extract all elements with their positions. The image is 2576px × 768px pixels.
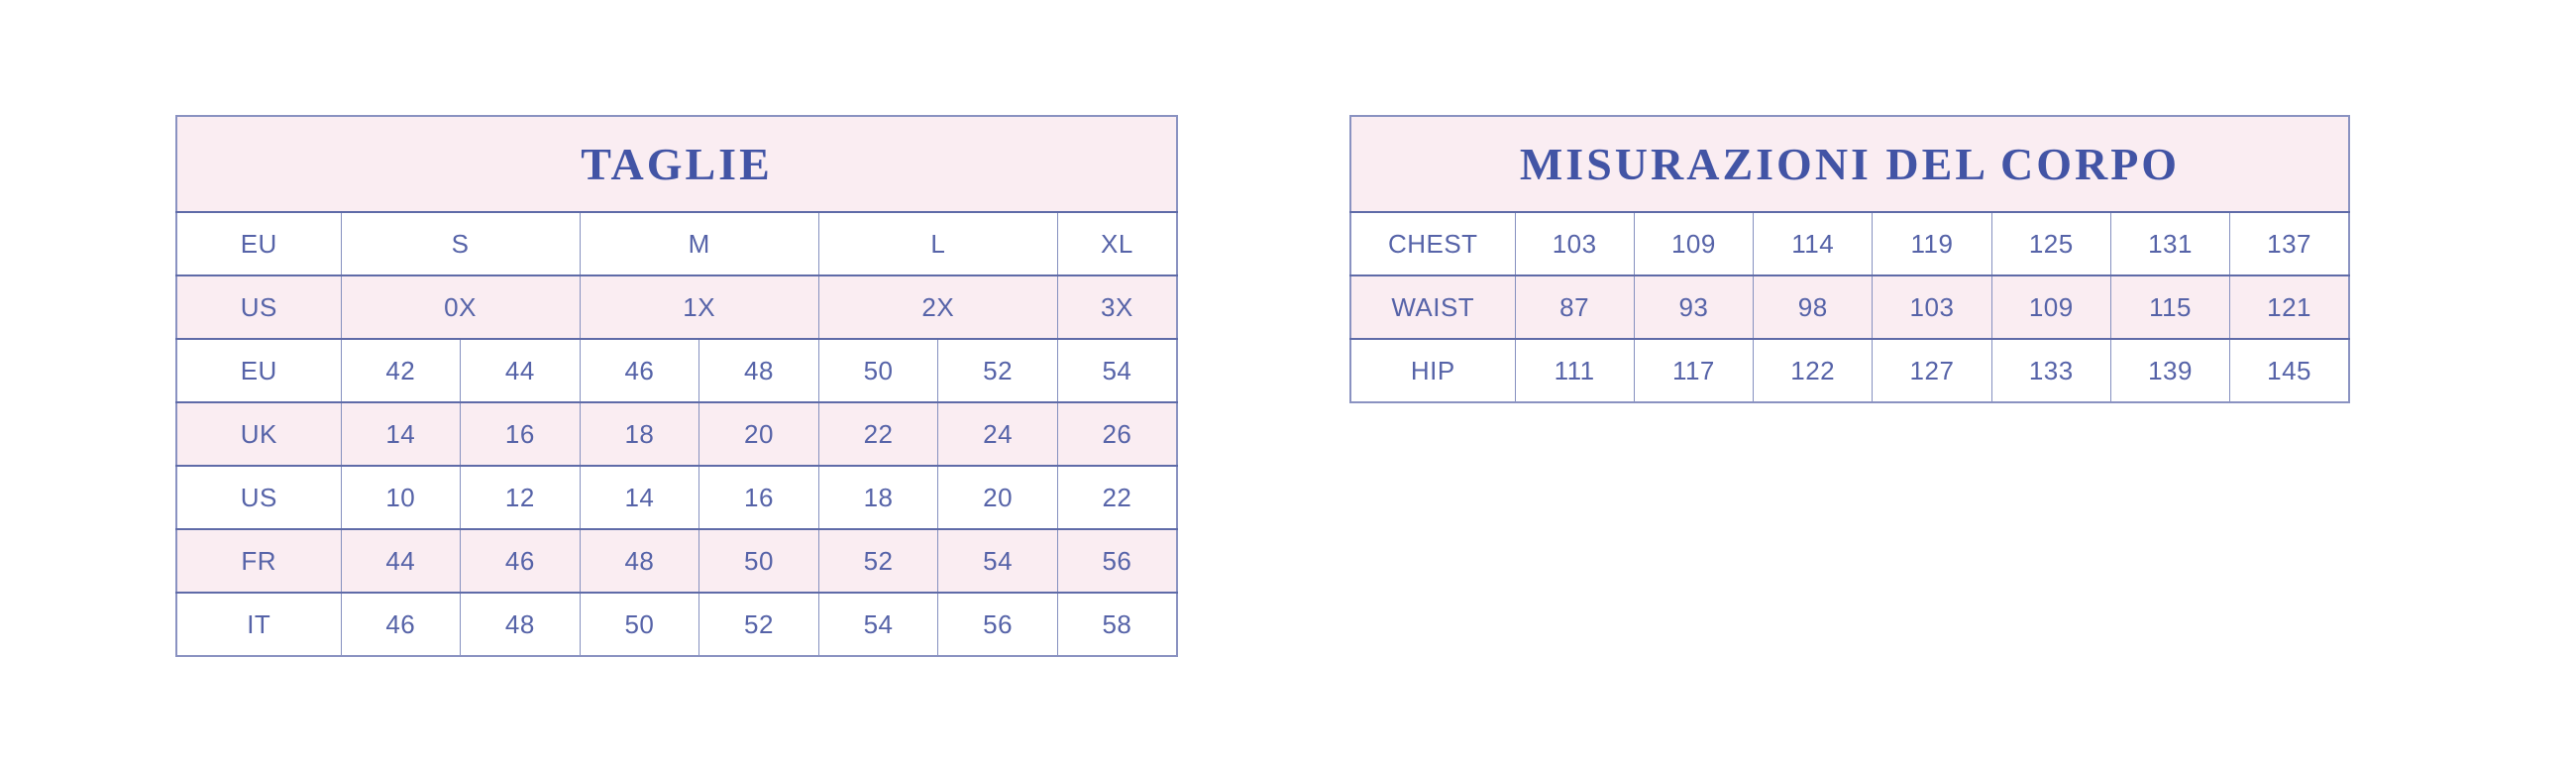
row-label: IT xyxy=(175,592,342,656)
value-cell: 24 xyxy=(937,401,1058,466)
table-row: CHEST 103 109 114 119 125 131 137 xyxy=(1349,212,2350,275)
value-cell: 103 xyxy=(1872,274,1992,339)
value-cell: 111 xyxy=(1514,338,1635,402)
value-cell: 22 xyxy=(1056,465,1178,529)
value-cell: 26 xyxy=(1056,401,1178,466)
value-cell: 18 xyxy=(579,401,700,466)
value-cell: 56 xyxy=(1056,528,1178,593)
row-label: CHEST xyxy=(1349,212,1516,275)
value-cell: 46 xyxy=(340,592,462,656)
value-cell: 14 xyxy=(340,401,462,466)
value-cell: 109 xyxy=(1990,274,2111,339)
value-cell: 87 xyxy=(1514,274,1635,339)
value-cell: 16 xyxy=(460,401,581,466)
value-cell: 115 xyxy=(2109,274,2231,339)
row-label: HIP xyxy=(1349,338,1516,402)
value-cell: 20 xyxy=(698,401,819,466)
value-cell: 117 xyxy=(1633,338,1755,402)
value-cell: 54 xyxy=(937,528,1058,593)
value-cell: 54 xyxy=(1056,338,1178,402)
value-cell: 119 xyxy=(1872,212,1992,275)
value-cell: 114 xyxy=(1753,212,1874,275)
measurements-table-title: MISURAZIONI DEL CORPO xyxy=(1350,116,2349,213)
row-label: US xyxy=(175,465,342,529)
size-conversion-table: TAGLIE EU S M L XL US 0X 1X 2X 3X EU 42 44 46 48 50 52 54… xyxy=(175,115,1178,657)
value-cell: 16 xyxy=(698,465,819,529)
value-cell: 109 xyxy=(1633,212,1755,275)
value-cell: 48 xyxy=(579,528,700,593)
table-row: US 0X 1X 2X 3X xyxy=(175,274,1178,339)
value-cell: 127 xyxy=(1872,338,1992,402)
sizes-table: TAGLIE EU S M L XL US 0X 1X 2X 3X EU 42 44 46 48 50 52 54… xyxy=(175,115,1178,657)
value-cell: 98 xyxy=(1753,274,1874,339)
value-cell: 145 xyxy=(2229,338,2350,402)
table-row: IT 46 48 50 52 54 56 58 xyxy=(175,592,1178,656)
value-cell: 44 xyxy=(340,528,462,593)
value-cell: 133 xyxy=(1990,338,2111,402)
value-cell: XL xyxy=(1056,212,1178,275)
table-row: FR 44 46 48 50 52 54 56 xyxy=(175,528,1178,593)
value-cell: 54 xyxy=(817,592,939,656)
value-cell: 50 xyxy=(817,338,939,402)
table-row: US 10 12 14 16 18 20 22 xyxy=(175,465,1178,529)
sizes-table-title: TAGLIE xyxy=(176,116,1177,213)
value-cell: 121 xyxy=(2229,274,2350,339)
value-cell: M xyxy=(579,212,819,275)
value-cell: 3X xyxy=(1056,274,1178,339)
table-row: EU S M L XL xyxy=(175,212,1178,275)
value-cell: 42 xyxy=(340,338,462,402)
row-label: WAIST xyxy=(1349,274,1516,339)
value-cell: 20 xyxy=(937,465,1058,529)
value-cell: 2X xyxy=(817,274,1058,339)
row-label: FR xyxy=(175,528,342,593)
value-cell: 14 xyxy=(579,465,700,529)
table-row: UK 14 16 18 20 22 24 26 xyxy=(175,401,1178,466)
value-cell: L xyxy=(817,212,1058,275)
value-cell: 12 xyxy=(460,465,581,529)
value-cell: 18 xyxy=(817,465,939,529)
measurements-table: MISURAZIONI DEL CORPO CHEST 103 109 114 119 1… xyxy=(1349,115,2350,403)
value-cell: 103 xyxy=(1514,212,1635,275)
row-label: EU xyxy=(175,338,342,402)
value-cell: 137 xyxy=(2229,212,2350,275)
value-cell: 1X xyxy=(579,274,819,339)
row-label: US xyxy=(175,274,342,339)
row-label: UK xyxy=(175,401,342,466)
value-cell: 52 xyxy=(698,592,819,656)
value-cell: 50 xyxy=(579,592,700,656)
value-cell: 52 xyxy=(937,338,1058,402)
value-cell: 56 xyxy=(937,592,1058,656)
value-cell: 50 xyxy=(698,528,819,593)
value-cell: 44 xyxy=(460,338,581,402)
value-cell: 58 xyxy=(1056,592,1178,656)
table-row: EU 42 44 46 48 50 52 54 xyxy=(175,338,1178,402)
value-cell: 46 xyxy=(579,338,700,402)
value-cell: 48 xyxy=(460,592,581,656)
value-cell: 139 xyxy=(2109,338,2231,402)
value-cell: 22 xyxy=(817,401,939,466)
body-measurements-table: MISURAZIONI DEL CORPO CHEST 103 109 114 119 1… xyxy=(1349,115,2350,403)
table-title-row: MISURAZIONI DEL CORPO xyxy=(1350,116,2349,213)
value-cell: 93 xyxy=(1633,274,1755,339)
value-cell: 46 xyxy=(460,528,581,593)
value-cell: 122 xyxy=(1753,338,1874,402)
value-cell: 131 xyxy=(2109,212,2231,275)
value-cell: 48 xyxy=(698,338,819,402)
table-title-row: TAGLIE xyxy=(176,116,1177,213)
table-row: WAIST 87 93 98 103 109 115 121 xyxy=(1349,274,2350,339)
value-cell: 125 xyxy=(1990,212,2111,275)
value-cell: 0X xyxy=(340,274,581,339)
value-cell: 10 xyxy=(340,465,462,529)
table-row: HIP 111 117 122 127 133 139 145 xyxy=(1349,338,2350,402)
row-label: EU xyxy=(175,212,342,275)
value-cell: 52 xyxy=(817,528,939,593)
value-cell: S xyxy=(340,212,581,275)
